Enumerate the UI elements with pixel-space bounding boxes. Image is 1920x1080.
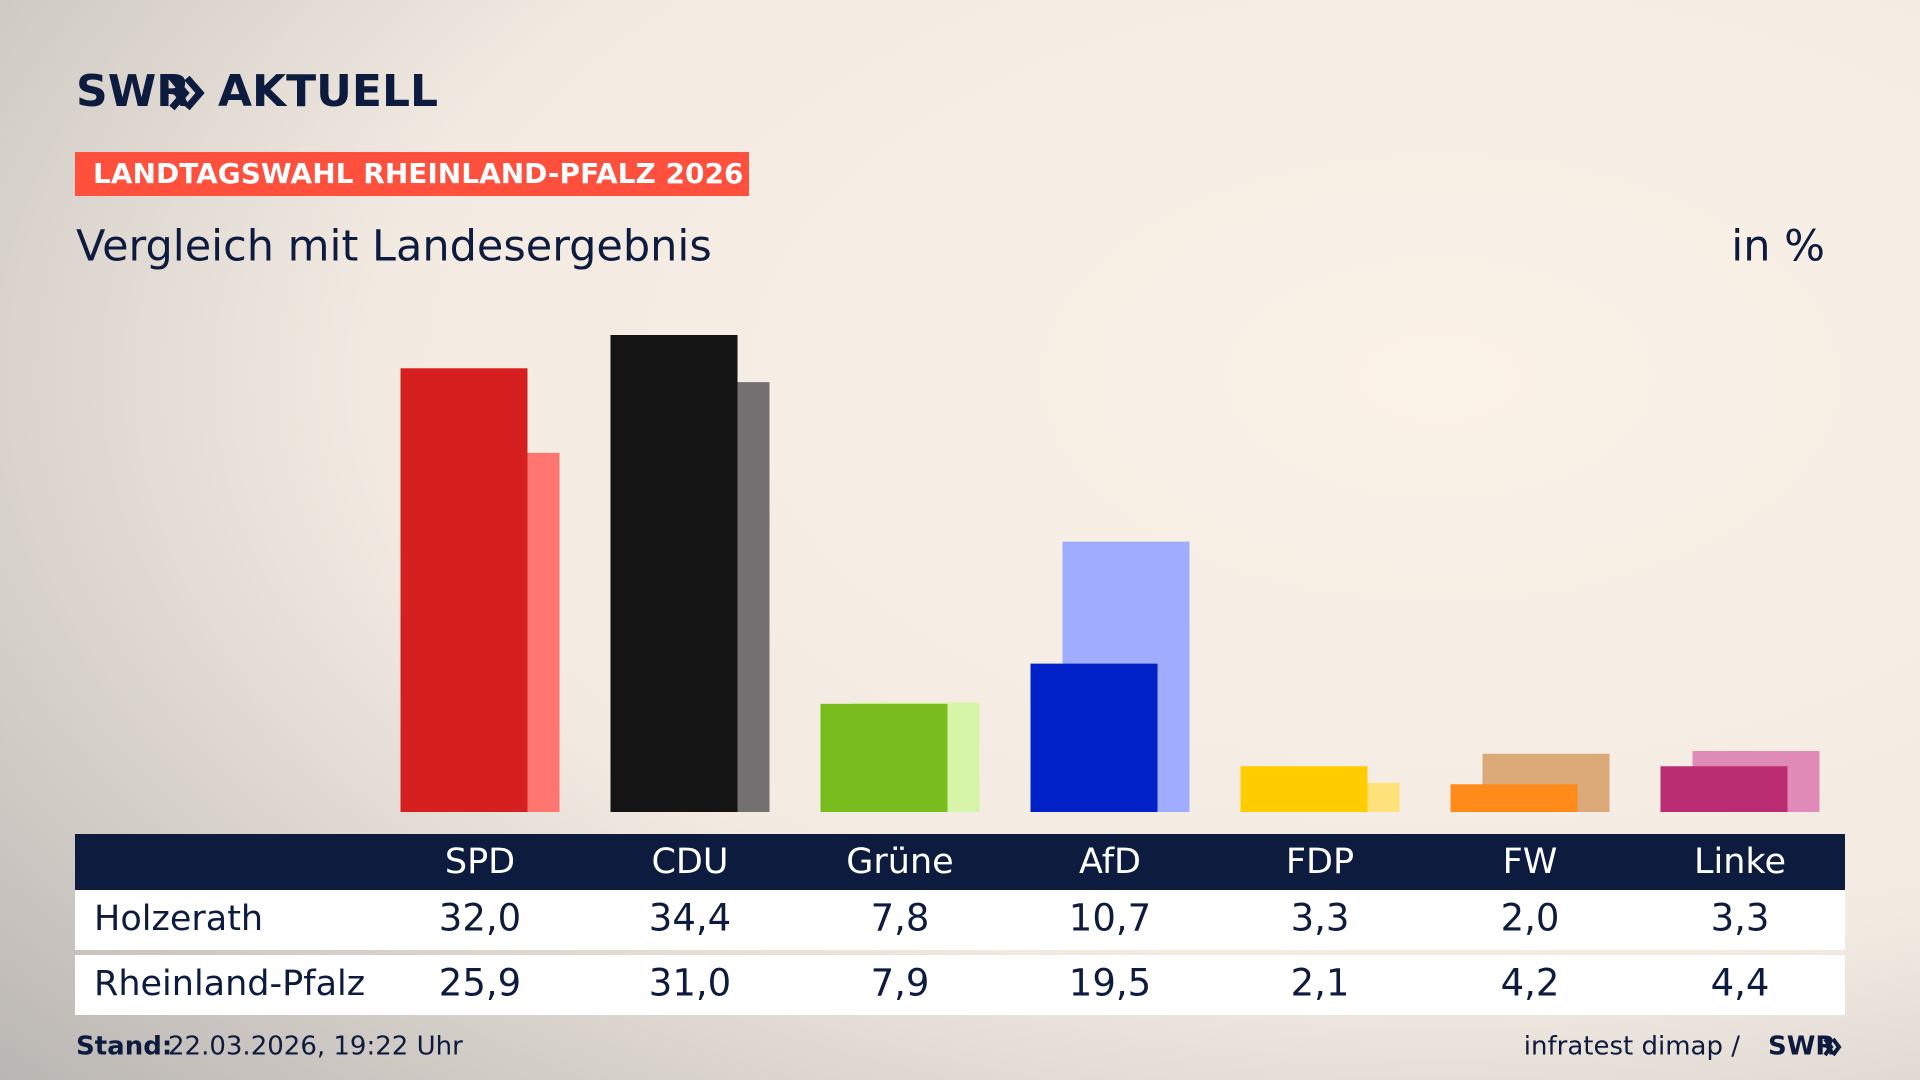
column-header: AfD: [1079, 842, 1141, 882]
value-label: 3,3: [1711, 897, 1770, 940]
row-label: Rheinland-Pfalz: [94, 964, 365, 1004]
value-label: 2,0: [1501, 897, 1560, 940]
unit: in %: [1731, 222, 1825, 272]
value-label: 7,8: [871, 897, 930, 940]
chart-title: Vergleich mit Landesergebnis: [76, 222, 712, 272]
brand-arrow: [1823, 1037, 1834, 1057]
logo: SWR AKTUELL: [76, 66, 438, 117]
column-header: FW: [1503, 842, 1558, 882]
bar: [1240, 766, 1368, 812]
value-label: 34,4: [649, 897, 731, 940]
brand-arrow: [1831, 1037, 1842, 1057]
brand-arrow: [169, 75, 190, 111]
value-label: 4,4: [1711, 962, 1770, 1005]
brand-arrow: [184, 75, 205, 111]
value-label: 4,2: [1501, 962, 1560, 1005]
value-label: 2,1: [1291, 962, 1350, 1005]
banner: [75, 152, 749, 196]
column-header: SPD: [445, 842, 515, 882]
value-label: 31,0: [649, 962, 731, 1005]
column-header: CDU: [651, 842, 728, 882]
stand-label: Stand:: [76, 1032, 172, 1062]
column-header: Linke: [1694, 842, 1786, 882]
value-label: 10,7: [1069, 897, 1151, 940]
bar: [1030, 663, 1158, 812]
brand: SWR: [76, 66, 190, 117]
source: infratest dimap /: [1524, 1032, 1740, 1062]
column-header: Grüne: [846, 842, 953, 882]
bar: [400, 368, 528, 812]
banner-text: LANDTAGSWAHL RHEINLAND-PFALZ 2026: [93, 157, 743, 190]
table-row: [75, 890, 1845, 950]
bar: [610, 335, 738, 812]
column-header: FDP: [1286, 842, 1354, 882]
value-label: 7,9: [871, 962, 930, 1005]
table-header: [75, 834, 1845, 890]
table-row: [75, 955, 1845, 1015]
value-label: 32,0: [439, 897, 521, 940]
stand: 22.03.2026, 19:22 Uhr: [168, 1032, 463, 1062]
value-label: 3,3: [1291, 897, 1350, 940]
footer-brand: SWR: [1768, 1032, 1835, 1062]
bar: [1450, 784, 1578, 812]
row-label: Holzerath: [94, 899, 263, 939]
value-label: 25,9: [439, 962, 521, 1005]
brand-suffix: AKTUELL: [218, 66, 438, 117]
bar: [820, 703, 948, 812]
value-label: 19,5: [1069, 962, 1151, 1005]
bar: [1660, 766, 1788, 812]
